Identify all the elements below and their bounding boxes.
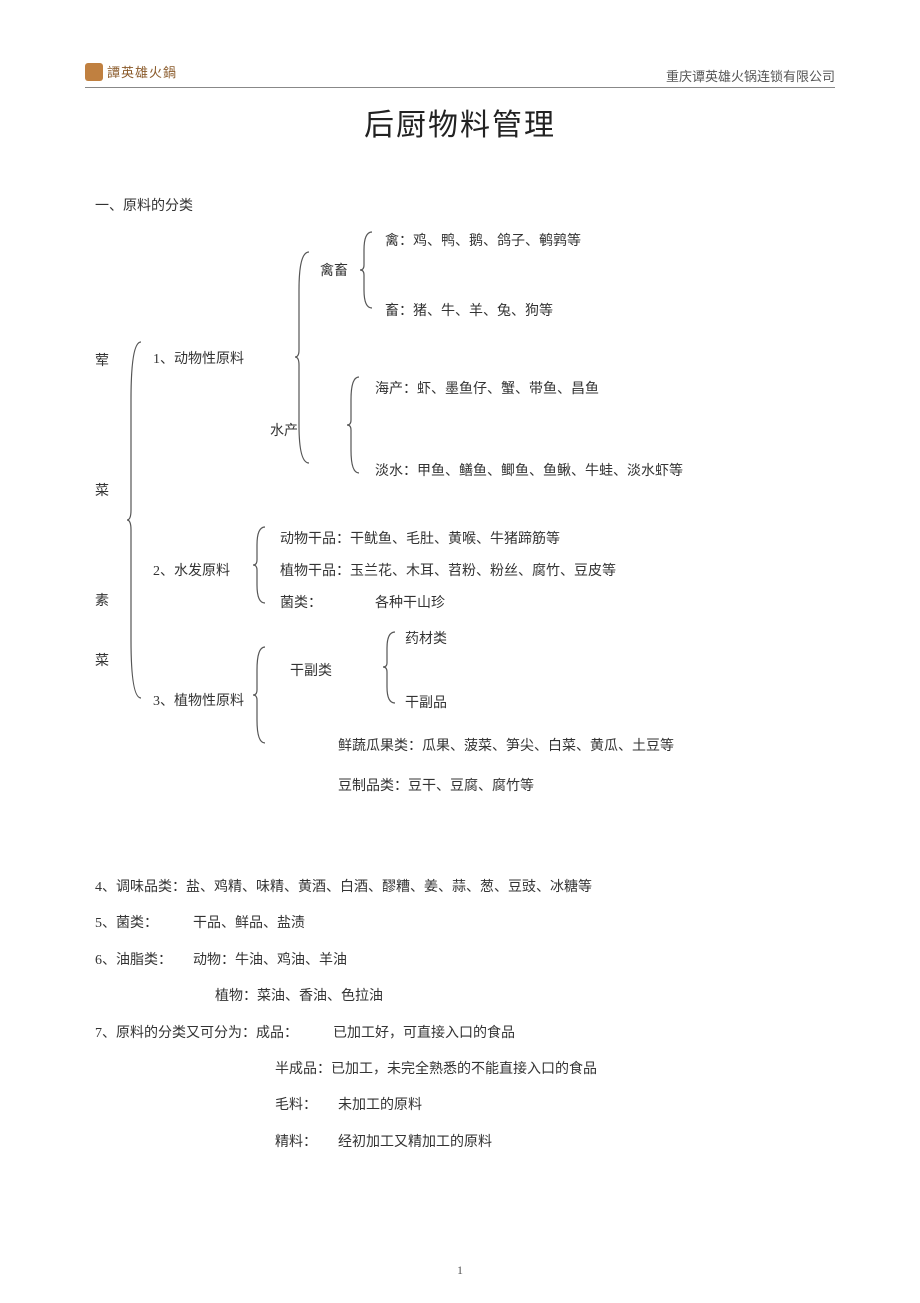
brace-plant [253,645,267,745]
junlei-label: 菌类： [280,592,322,612]
section-heading: 一、原料的分类 [95,195,193,215]
item-7b: 半成品：已加工，未完全熟悉的不能直接入口的食品 [95,1052,597,1088]
vchar-hun: 荤 [95,350,109,370]
logo-text: 譚英雄火鍋 [107,62,177,81]
page-header: 譚英雄火鍋 重庆谭英雄火锅连锁有限公司 [85,60,835,88]
company-name: 重庆谭英雄火锅连锁有限公司 [666,66,835,85]
logo-icon [85,63,103,81]
item-7d: 精料： 经初加工又精加工的原料 [95,1125,597,1161]
brace-qinchu [360,230,374,310]
shucai: 鲜蔬瓜果类：瓜果、菠菜、笋尖、白菜、黄瓜、土豆等 [338,735,674,755]
classification-diagram: 荤 菜 素 菜 1、动物性原料 2、水发原料 3、植物性原料 禽畜 禽：鸡、鸭、… [95,230,835,850]
item-6a: 6、油脂类： 动物：牛油、鸡油、羊油 [95,943,597,979]
page-number: 1 [0,1263,920,1278]
hai: 海产：虾、墨鱼仔、蟹、带鱼、昌鱼 [375,378,599,398]
logo: 譚英雄火鍋 [85,62,177,81]
list-block: 4、调味品类：盐、鸡精、味精、黄酒、白酒、醪糟、姜、蒜、葱、豆豉、冰糖等 5、菌… [95,870,597,1161]
vchar-su: 素 [95,590,109,610]
brace-shuifa [253,525,267,605]
brace-root [127,340,141,700]
page-title: 后厨物料管理 [0,100,920,144]
vchar-cai1: 菜 [95,480,109,500]
item-7a: 7、原料的分类又可分为：成品： 已加工好，可直接入口的食品 [95,1016,597,1052]
doupin: 豆制品类：豆干、豆腐、腐竹等 [338,775,534,795]
item-6b: 植物：菜油、香油、色拉油 [95,979,597,1015]
item-5: 5、菌类： 干品、鲜品、盐渍 [95,906,597,942]
junlei-val: 各种干山珍 [375,592,445,612]
ganfupin: 干副品 [405,692,447,712]
brace-shuichan [347,375,361,475]
vchar-cai2: 菜 [95,650,109,670]
brace-ganfu [383,630,397,705]
item-7c: 毛料： 未加工的原料 [95,1088,597,1124]
dan: 淡水：甲鱼、鳝鱼、鲫鱼、鱼鳅、牛蛙、淡水虾等 [375,460,683,480]
ganfu: 干副类 [290,660,332,680]
shuichan: 水产 [270,420,298,440]
l2-animal: 1、动物性原料 [153,348,244,368]
l2-shuifa: 2、水发原料 [153,560,230,580]
ganpin-plant: 植物干品：玉兰花、木耳、苕粉、粉丝、腐竹、豆皮等 [280,560,616,580]
qinchu: 禽畜 [320,260,348,280]
qin: 禽：鸡、鸭、鹅、鸽子、鹌鹑等 [385,230,581,250]
ganpin-animal: 动物干品：干鱿鱼、毛肚、黄喉、牛猪蹄筋等 [280,528,560,548]
l2-plant: 3、植物性原料 [153,690,244,710]
item-4: 4、调味品类：盐、鸡精、味精、黄酒、白酒、醪糟、姜、蒜、葱、豆豉、冰糖等 [95,870,597,906]
yaocai: 药材类 [405,628,447,648]
chu: 畜：猪、牛、羊、兔、狗等 [385,300,553,320]
